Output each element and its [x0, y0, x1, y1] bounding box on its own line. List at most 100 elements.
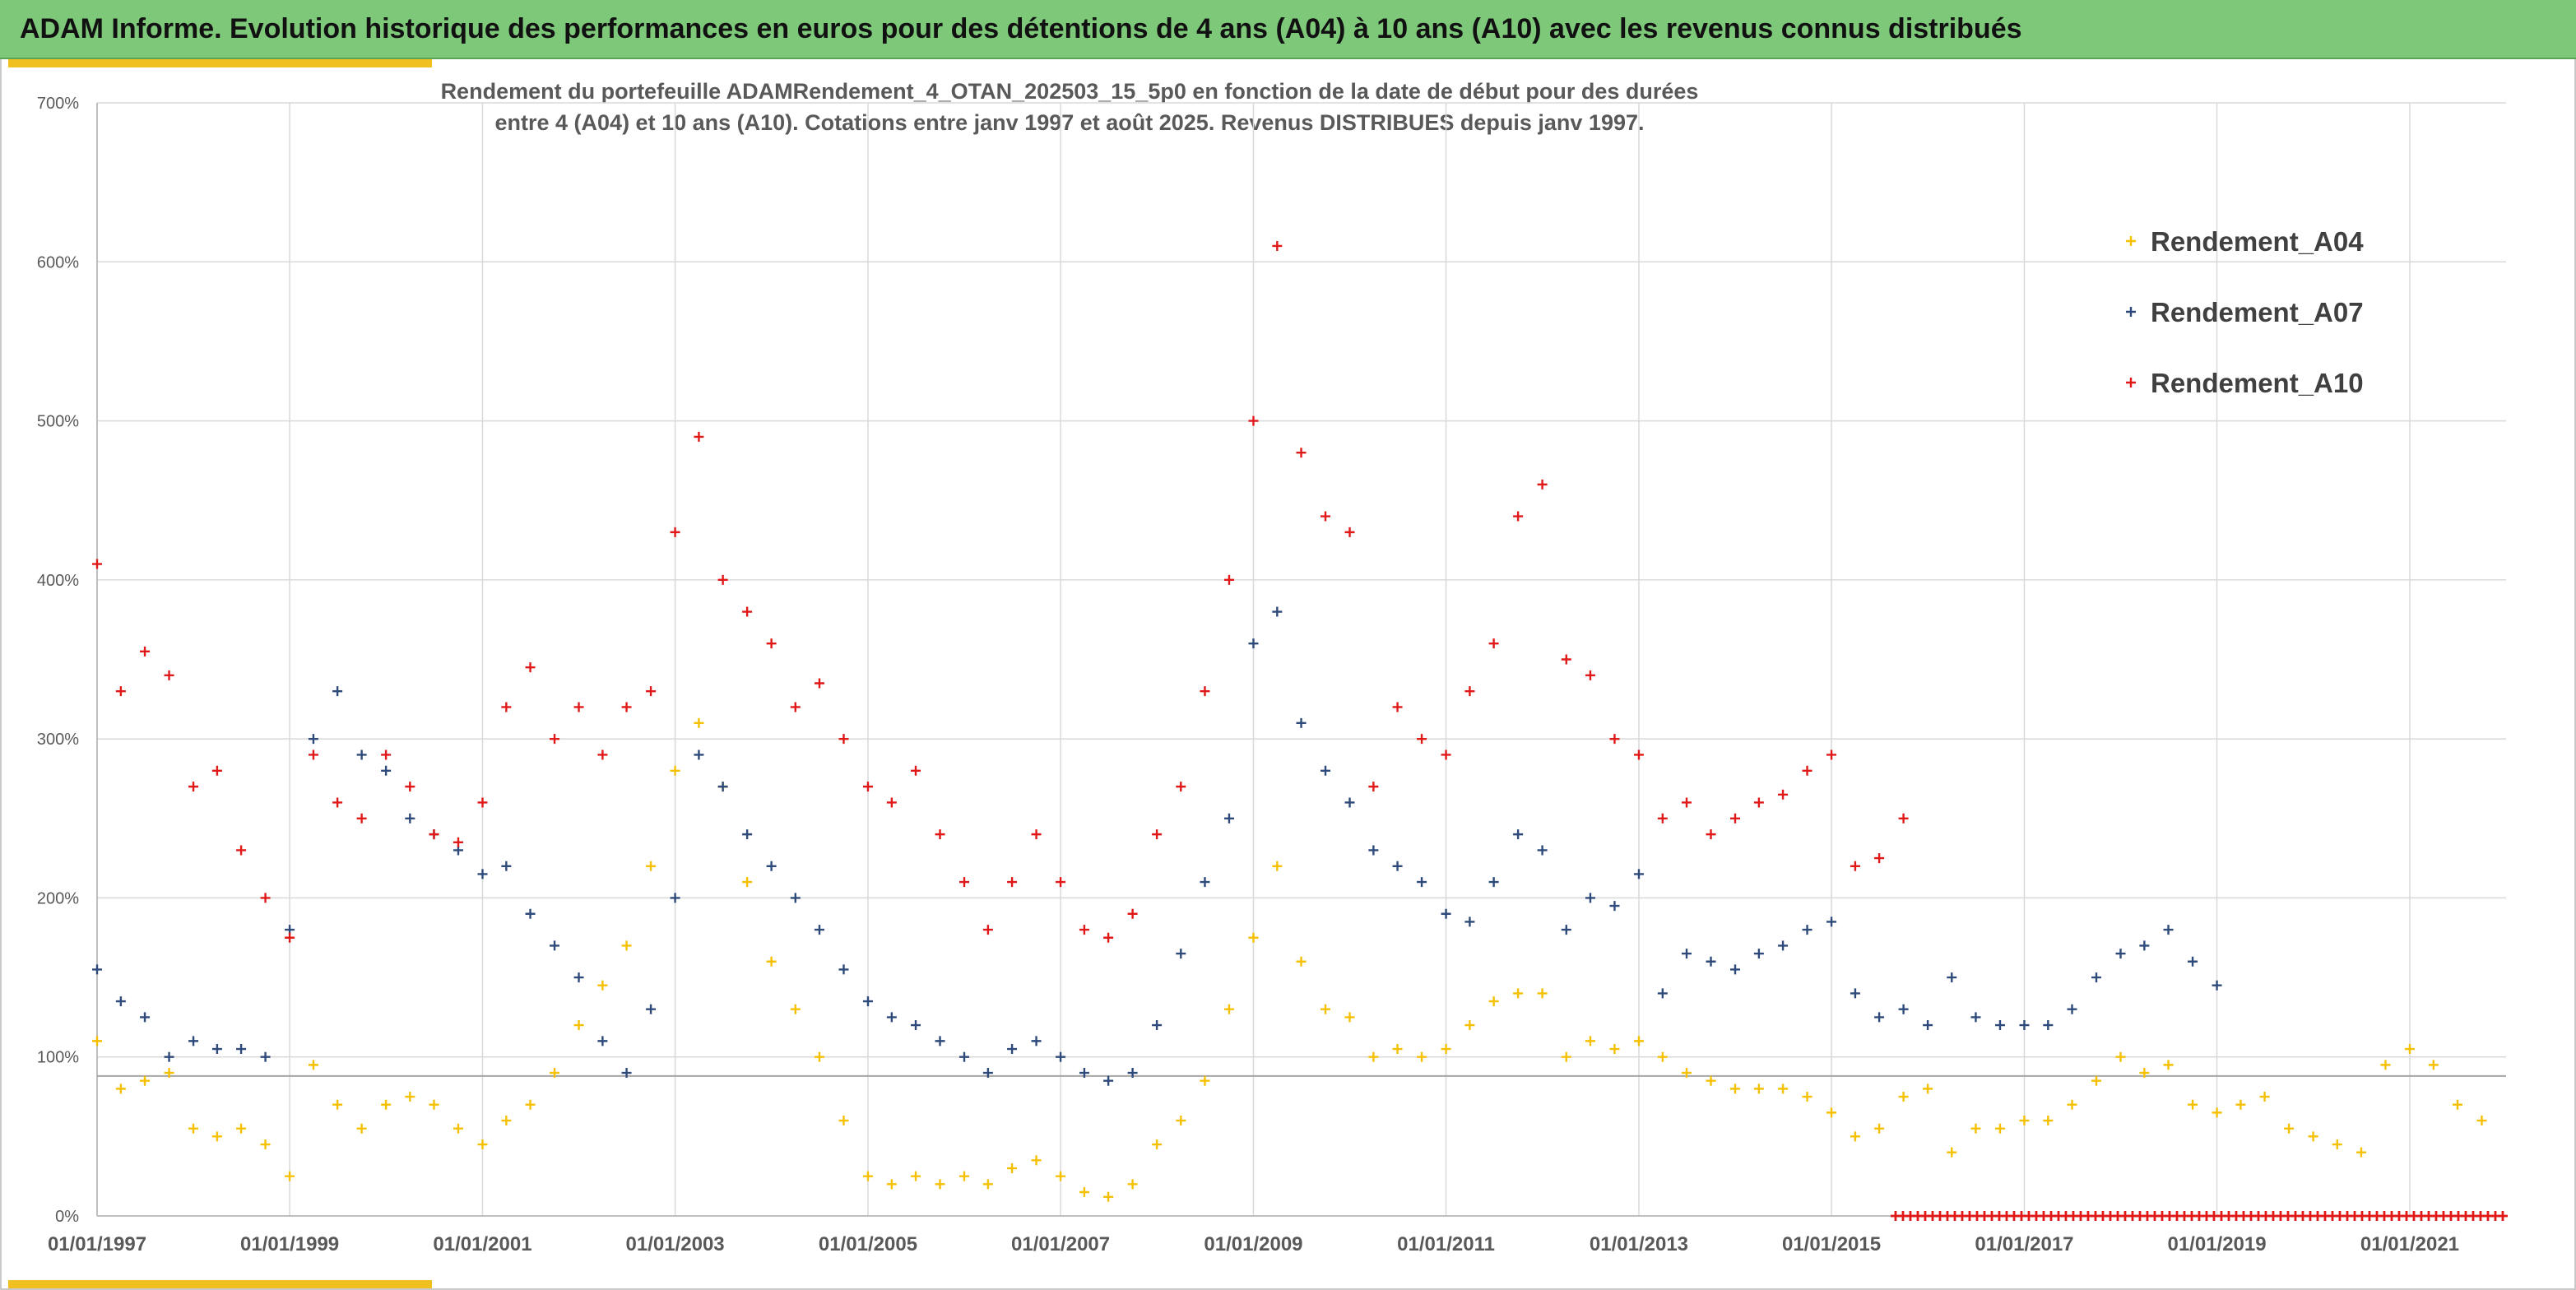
point-rendement-a07 — [1802, 925, 1812, 935]
point-rendement-a10 — [1778, 789, 1789, 800]
point-rendement-a04 — [1103, 1191, 1114, 1202]
point-rendement-a04 — [501, 1116, 512, 1126]
point-rendement-a07 — [1874, 1012, 1885, 1023]
point-rendement-a10 — [115, 686, 126, 697]
point-rendement-a04 — [2163, 1060, 2174, 1070]
point-rendement-a10 — [92, 559, 102, 569]
point-rendement-a10 — [597, 749, 608, 760]
point-rendement-a04 — [356, 1123, 367, 1134]
point-rendement-a04 — [429, 1099, 439, 1110]
point-rendement-a04 — [1079, 1187, 1089, 1198]
point-rendement-a07 — [1464, 916, 1475, 927]
point-rendement-a07 — [2067, 1004, 2077, 1014]
point-rendement-a10 — [1103, 932, 1114, 943]
point-rendement-a10 — [211, 765, 222, 776]
point-rendement-a04 — [453, 1123, 463, 1134]
point-rendement-a07 — [766, 861, 777, 871]
point-rendement-a10 — [1417, 734, 1427, 745]
point-rendement-a10 — [285, 932, 295, 943]
point-rendement-a04 — [405, 1092, 415, 1102]
zero-run-rendement-a10 — [1890, 1211, 2508, 1221]
point-rendement-a04 — [1368, 1051, 1379, 1062]
x-tick-label: 01/01/2007 — [1011, 1233, 1110, 1255]
point-rendement-a07 — [886, 1012, 897, 1023]
point-rendement-a04 — [188, 1123, 199, 1134]
point-rendement-a04 — [2453, 1099, 2462, 1110]
point-rendement-a10 — [1706, 829, 1716, 840]
point-rendement-a10 — [814, 678, 824, 689]
legend-marker-rendement-a10 — [2126, 378, 2136, 387]
point-rendement-a07 — [1176, 949, 1186, 959]
point-rendement-a07 — [92, 964, 102, 975]
point-rendement-a04 — [115, 1084, 126, 1094]
point-rendement-a10 — [1753, 797, 1764, 808]
point-rendement-a10 — [1633, 749, 1644, 760]
point-rendement-a04 — [2188, 1099, 2198, 1110]
point-rendement-a04 — [1657, 1051, 1668, 1062]
point-rendement-a07 — [550, 940, 560, 951]
point-rendement-a07 — [260, 1051, 271, 1062]
point-rendement-a07 — [1320, 765, 1331, 776]
point-rendement-a04 — [1874, 1123, 1885, 1134]
point-rendement-a07 — [1392, 861, 1403, 871]
y-tick-label: 100% — [37, 1049, 79, 1067]
point-rendement-a10 — [1392, 702, 1403, 712]
point-rendement-a07 — [211, 1044, 222, 1055]
y-tick-label: 400% — [37, 572, 79, 590]
point-rendement-a04 — [1753, 1084, 1764, 1094]
point-rendement-a10 — [1176, 782, 1186, 792]
point-rendement-a10 — [1464, 686, 1475, 697]
point-rendement-a10 — [308, 749, 318, 760]
point-rendement-a10 — [429, 829, 439, 840]
point-rendement-a04 — [959, 1171, 970, 1181]
point-rendement-a04 — [2212, 1107, 2222, 1118]
point-rendement-a10 — [1223, 574, 1234, 585]
point-rendement-a10 — [838, 734, 849, 745]
point-rendement-a10 — [1874, 853, 1885, 864]
chart-title: Rendement du portefeuille ADAMRendement_… — [247, 76, 1892, 138]
point-rendement-a04 — [935, 1179, 945, 1190]
point-rendement-a04 — [1850, 1131, 1860, 1142]
point-rendement-a04 — [1513, 988, 1524, 999]
point-rendement-a10 — [717, 574, 728, 585]
point-rendement-a04 — [1923, 1084, 1933, 1094]
point-rendement-a07 — [1056, 1051, 1066, 1062]
x-tick-label: 01/01/2013 — [1590, 1233, 1688, 1255]
point-rendement-a04 — [550, 1068, 560, 1079]
point-rendement-a07 — [1561, 925, 1571, 935]
x-tick-label: 01/01/2015 — [1782, 1233, 1881, 1255]
point-rendement-a10 — [1320, 511, 1331, 522]
point-rendement-a10 — [1079, 925, 1089, 935]
point-rendement-a04 — [2428, 1060, 2439, 1070]
point-rendement-a04 — [140, 1075, 151, 1086]
y-tick-label: 500% — [37, 413, 79, 431]
point-rendement-a04 — [1609, 1044, 1620, 1055]
point-rendement-a04 — [211, 1131, 222, 1142]
x-tick-label: 01/01/2017 — [1975, 1233, 2073, 1255]
point-rendement-a10 — [1031, 829, 1042, 840]
point-rendement-a04 — [2091, 1075, 2102, 1086]
point-rendement-a07 — [694, 749, 704, 760]
point-rendement-a04 — [1031, 1155, 1042, 1166]
point-rendement-a10 — [621, 702, 632, 712]
point-rendement-a04 — [1802, 1092, 1812, 1102]
x-tick-label: 01/01/2009 — [1204, 1233, 1302, 1255]
point-rendement-a07 — [1970, 1012, 1981, 1023]
point-rendement-a10 — [332, 797, 343, 808]
x-tick-label: 01/01/2021 — [2360, 1233, 2459, 1255]
point-rendement-a07 — [477, 869, 488, 879]
point-rendement-a04 — [1585, 1036, 1595, 1046]
point-rendement-a04 — [332, 1099, 343, 1110]
point-rendement-a10 — [935, 829, 945, 840]
y-tick-label: 700% — [37, 95, 79, 113]
point-rendement-a04 — [621, 940, 632, 951]
point-rendement-a04 — [694, 717, 704, 728]
point-rendement-a07 — [188, 1036, 199, 1046]
point-rendement-a07 — [164, 1051, 174, 1062]
point-rendement-a10 — [646, 686, 657, 697]
point-rendement-a10 — [1657, 813, 1668, 824]
point-rendement-a04 — [1056, 1171, 1066, 1181]
point-rendement-a07 — [982, 1068, 993, 1079]
point-rendement-a10 — [1344, 527, 1355, 537]
x-tick-label: 01/01/2005 — [819, 1233, 917, 1255]
